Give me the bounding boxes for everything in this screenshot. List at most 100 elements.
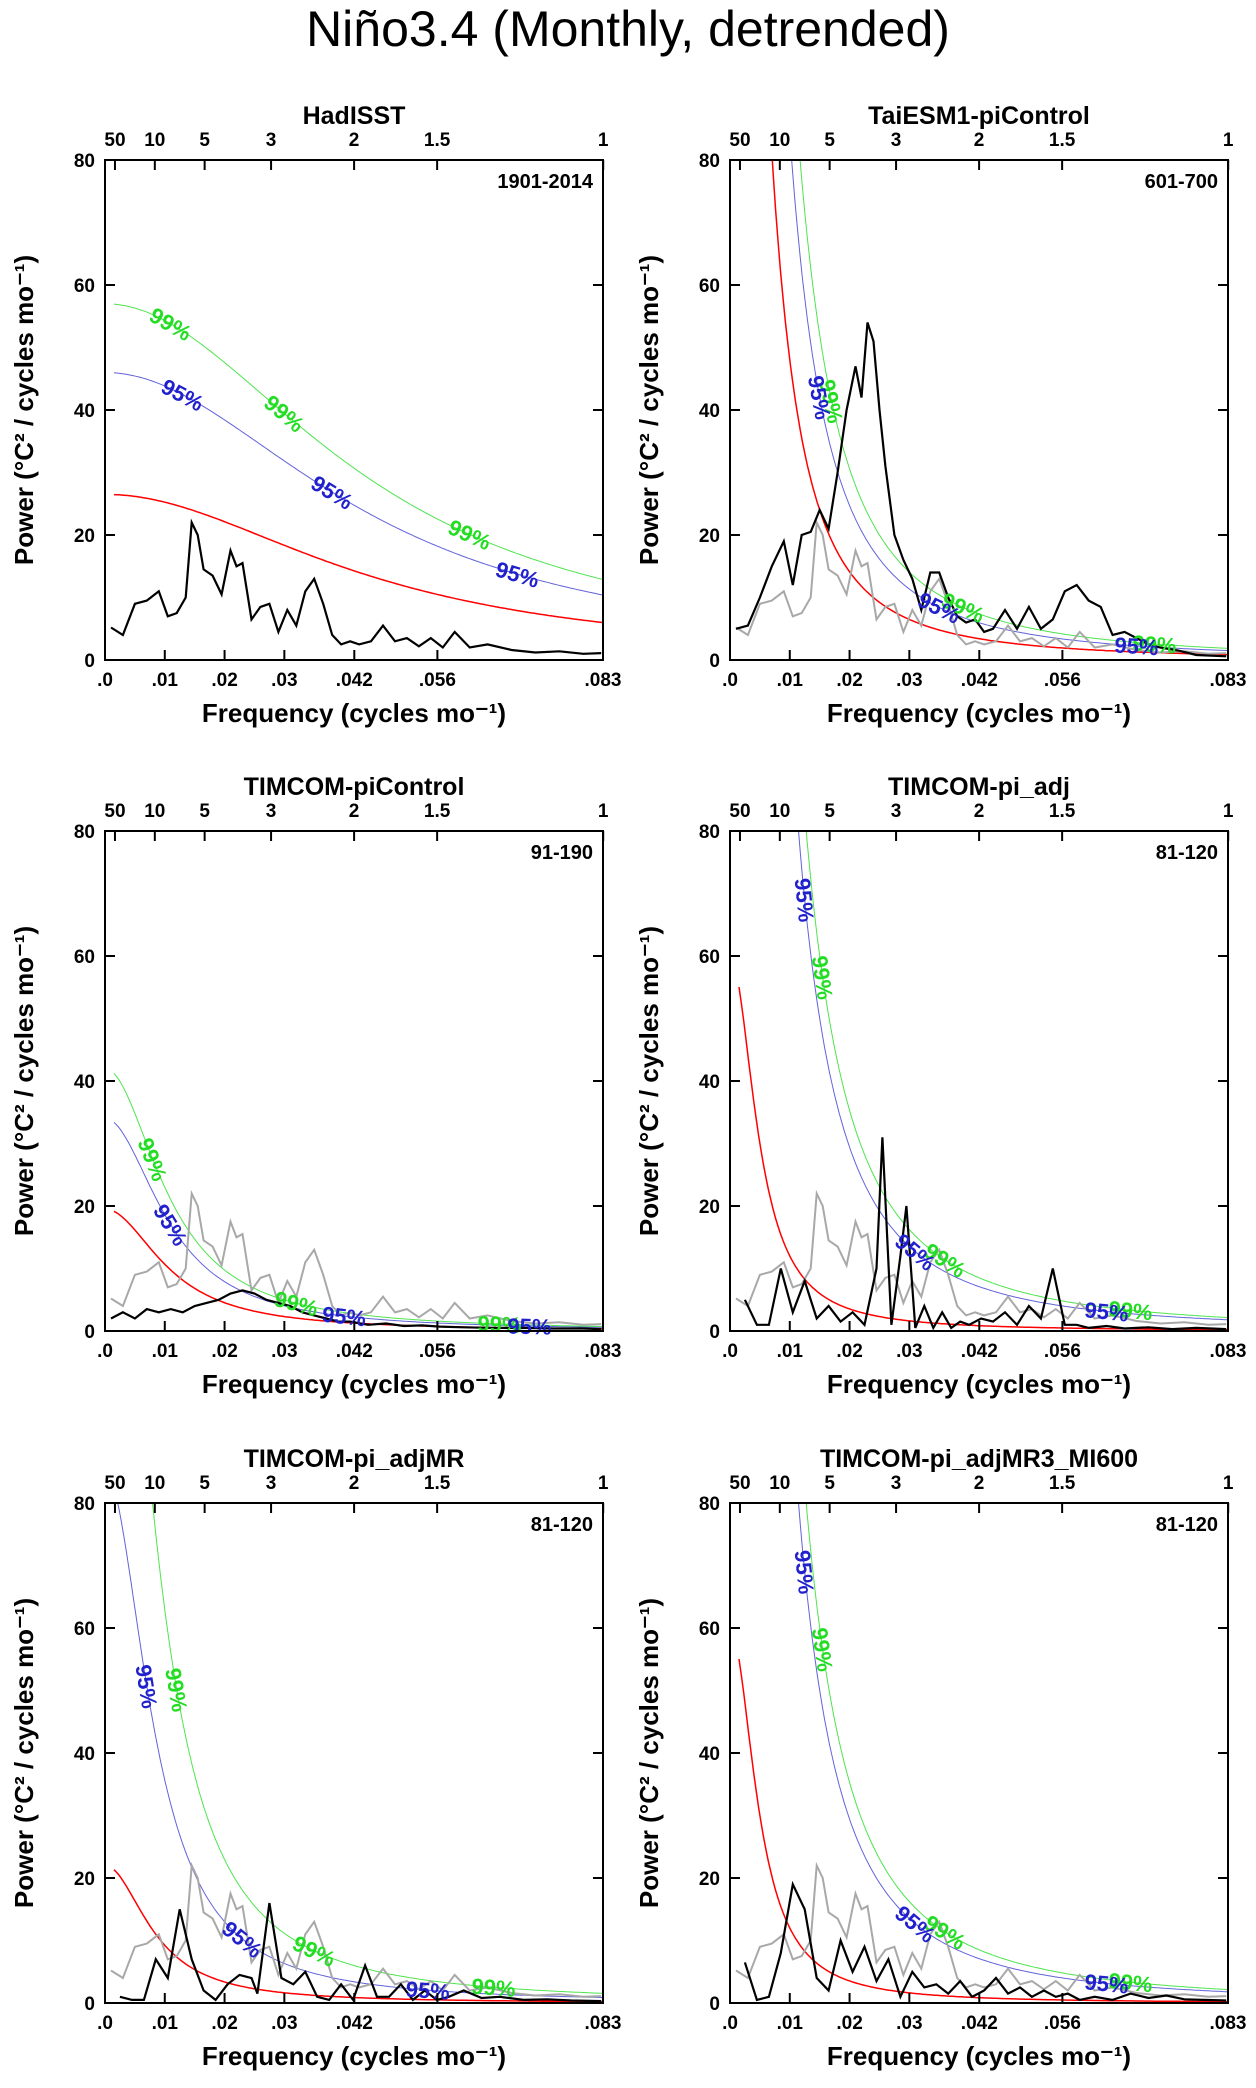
y-tick-label: 0: [84, 1994, 95, 2015]
x-tick-label: .02: [211, 2013, 237, 2034]
period-tick-label: 10: [144, 801, 165, 822]
x-tick-label: .056: [1044, 1341, 1081, 1362]
period-tick-label: 1: [1223, 130, 1234, 151]
x-tick-label: .02: [211, 670, 237, 691]
x-tick-label: .083: [1210, 670, 1247, 691]
x-tick-label: .03: [271, 1341, 297, 1362]
period-tick-label: 50: [104, 130, 125, 151]
x-tick-label: .02: [211, 1341, 237, 1362]
conf95-label: 95%: [790, 877, 819, 923]
spectrum-line: [110, 518, 602, 655]
red-noise-curve: [771, 160, 1228, 656]
period-tick-label: 3: [891, 801, 902, 822]
panels: HadISST1901-201499%99%99%95%95%95%.0.01.…: [9, 102, 1247, 2071]
period-tick-label: 5: [199, 1473, 210, 1494]
period-tick-label: 3: [266, 801, 277, 822]
period-tick-label: 1.5: [1049, 1473, 1076, 1494]
y-axis-label: Power (°C² / cycles mo⁻¹): [634, 1598, 664, 1908]
x-tick-label: .0: [97, 1341, 113, 1362]
y-tick-label: 0: [709, 1994, 720, 2015]
x-tick-label: .042: [961, 670, 998, 691]
conf99-curve: [799, 160, 1228, 649]
period-tick-label: 3: [266, 1473, 277, 1494]
figure-title: Niño3.4 (Monthly, detrended): [306, 1, 950, 57]
conf99-label: 99%: [1132, 630, 1178, 658]
period-tick-label: 5: [199, 801, 210, 822]
x-tick-label: .03: [896, 1341, 922, 1362]
y-tick-label: 40: [699, 1744, 720, 1765]
period-label: 81-120: [531, 1514, 593, 1536]
conf99-curve: [113, 303, 603, 580]
period-tick-label: 1.5: [1049, 130, 1076, 151]
y-tick-label: 60: [74, 1619, 95, 1640]
x-axis-label: Frequency (cycles mo⁻¹): [827, 698, 1131, 728]
conf99-label: 99%: [160, 1666, 192, 1714]
period-label: 81-120: [1156, 842, 1218, 864]
x-tick-label: .02: [836, 670, 862, 691]
y-tick-label: 20: [699, 526, 720, 547]
reference-spectrum-line: [735, 518, 1227, 655]
panel-2: TaiESM1-piControl601-70099%99%99%95%95%9…: [634, 102, 1247, 728]
period-label: 81-120: [1156, 1514, 1218, 1536]
period-tick-label: 1.5: [1049, 801, 1076, 822]
conf99-label: 99%: [1107, 1296, 1153, 1325]
period-tick-label: 10: [769, 801, 790, 822]
conf95-label: 95%: [405, 1977, 451, 2005]
plot-frame: [104, 1502, 604, 2004]
x-tick-label: .0: [97, 2013, 113, 2034]
x-tick-label: .0: [97, 670, 113, 691]
y-tick-label: 40: [74, 401, 95, 422]
red-noise-curve: [738, 986, 1228, 1331]
conf99-curve: [152, 1503, 603, 1994]
x-tick-label: .01: [777, 670, 804, 691]
panel-title: TIMCOM-piControl: [244, 773, 465, 801]
x-tick-label: .042: [961, 2013, 998, 2034]
x-axis-label: Frequency (cycles mo⁻¹): [202, 698, 506, 728]
y-tick-label: 40: [699, 401, 720, 422]
x-tick-label: .01: [152, 2013, 179, 2034]
period-tick-label: 50: [104, 1473, 125, 1494]
period-tick-label: 5: [824, 1473, 835, 1494]
y-tick-label: 60: [699, 276, 720, 297]
period-tick-label: 5: [199, 130, 210, 151]
period-tick-label: 2: [349, 801, 360, 822]
plot-frame: [104, 830, 604, 1332]
period-tick-label: 2: [974, 130, 985, 151]
x-tick-label: .0: [722, 2013, 738, 2034]
period-label: 91-190: [531, 842, 593, 864]
conf95-label: 95%: [1083, 1969, 1129, 1998]
curves: [110, 1072, 603, 1331]
panel-title: HadISST: [303, 102, 406, 130]
period-tick-label: 1: [1223, 801, 1234, 822]
y-tick-label: 0: [84, 651, 95, 672]
panel-title: TIMCOM-pi_adj: [888, 773, 1070, 801]
x-tick-label: .03: [896, 670, 922, 691]
x-axis-label: Frequency (cycles mo⁻¹): [827, 2041, 1131, 2071]
x-tick-label: .042: [961, 1341, 998, 1362]
x-tick-label: .056: [419, 670, 456, 691]
plot-frame: [729, 159, 1229, 661]
period-tick-label: 2: [974, 1473, 985, 1494]
conf95-label: 95%: [507, 1314, 552, 1340]
spectrum-line: [119, 1902, 602, 2003]
conf99-label: 99%: [471, 1974, 517, 2002]
period-tick-label: 50: [729, 130, 750, 151]
conf95-label: 95%: [790, 1549, 819, 1595]
conf95-label: 95%: [890, 1228, 940, 1275]
curves: [110, 303, 603, 655]
period-tick-label: 2: [349, 1473, 360, 1494]
period-tick-label: 2: [349, 130, 360, 151]
x-tick-label: .01: [152, 1341, 179, 1362]
y-axis-label: Power (°C² / cycles mo⁻¹): [9, 255, 39, 565]
x-tick-label: .083: [1210, 1341, 1247, 1362]
period-label: 601-700: [1145, 171, 1218, 193]
period-tick-label: 1: [1223, 1473, 1234, 1494]
period-tick-label: 10: [769, 1473, 790, 1494]
conf95-label: 95%: [493, 557, 542, 593]
conf95-curve: [113, 372, 603, 596]
period-label: 1901-2014: [497, 171, 594, 193]
y-axis-label: Power (°C² / cycles mo⁻¹): [634, 255, 664, 565]
conf99-label: 99%: [145, 302, 196, 346]
red-noise-curve: [113, 493, 603, 624]
